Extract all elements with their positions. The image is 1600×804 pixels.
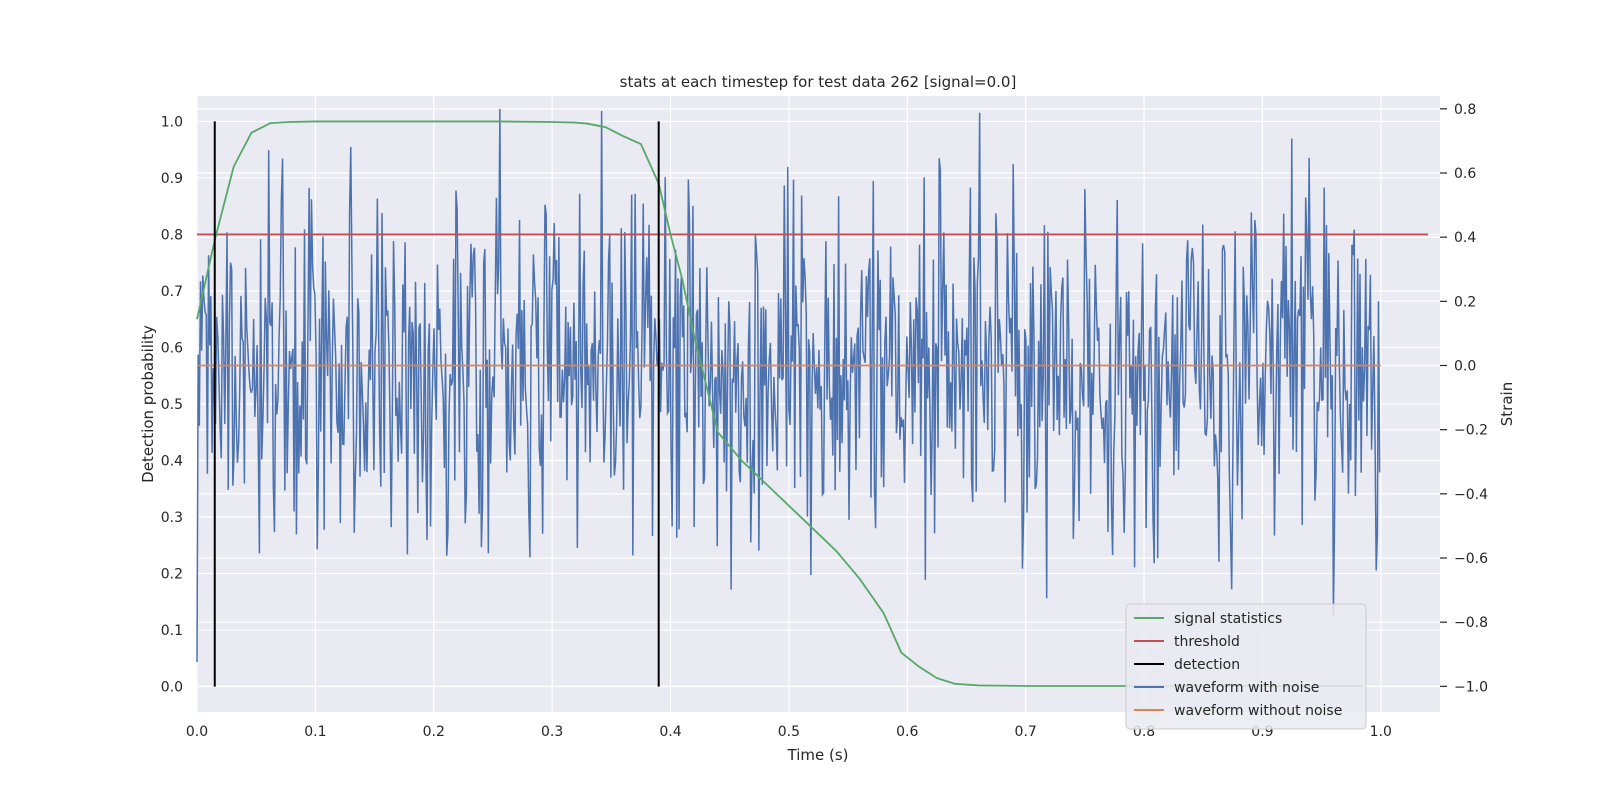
y-right-tick-label: −0.6 — [1454, 551, 1488, 567]
x-tick-label: 0.1 — [304, 724, 326, 740]
x-tick-label: 1.0 — [1370, 724, 1392, 740]
legend-label: threshold — [1174, 634, 1240, 650]
legend-box — [1125, 603, 1367, 730]
y-right-tick-label: −1.0 — [1454, 679, 1488, 695]
y-left-tick-label: 0.0 — [161, 680, 183, 696]
y-right-tick-label: 0.6 — [1454, 166, 1476, 182]
y-left-tick-label: 1.0 — [161, 114, 183, 130]
legend-label: signal statistics — [1174, 611, 1282, 627]
y-left-tick-label: 0.1 — [161, 623, 183, 639]
y-left-tick-label: 0.8 — [161, 227, 183, 243]
y-left-tick-label: 0.5 — [161, 397, 183, 413]
tick-layer: 0.0 0.1 0.2 0.3 0.4 0.5 0.6 0.7 0.8 0.9 1.0 0.0 0.1 0… — [161, 102, 1488, 740]
y-left-tick-label: 0.7 — [161, 284, 183, 300]
y-right-tick-label: 0.0 — [1454, 359, 1476, 375]
x-tick-label: 0.0 — [186, 724, 208, 740]
series-line-waveform-with-noise — [196, 108, 1381, 663]
series-line-signal-statistics — [196, 120, 1364, 687]
legend-label: detection — [1174, 657, 1240, 673]
y-left-tick-label: 0.4 — [161, 454, 183, 470]
x-tick-label: 0.6 — [896, 724, 918, 740]
x-tick-label: 0.5 — [778, 724, 800, 740]
y-left-tick-label: 0.2 — [161, 567, 183, 583]
y-axis-label-right: Strain — [1498, 382, 1516, 426]
y-right-tick-label: −0.8 — [1454, 615, 1488, 631]
y-left-tick-label: 0.9 — [161, 171, 183, 187]
y-right-tick-label: −0.2 — [1454, 423, 1488, 439]
y-right-tick-label: 0.2 — [1454, 294, 1476, 310]
x-tick-label: 0.2 — [423, 724, 445, 740]
x-tick-label: 0.4 — [659, 724, 681, 740]
x-tick-label: 0.7 — [1015, 724, 1037, 740]
legend: signal statistics threshold detection wavef… — [1125, 603, 1367, 730]
y-axis-label-left: Detection probability — [139, 325, 157, 483]
legend-label: waveform without noise — [1174, 703, 1342, 719]
x-axis-label: Time (s) — [787, 746, 849, 764]
series-layer — [196, 108, 1429, 687]
legend-label: waveform with noise — [1174, 680, 1319, 696]
y-left-tick-label: 0.3 — [161, 510, 183, 526]
chart-title: stats at each timestep for test data 262… — [620, 73, 1017, 91]
y-right-tick-label: 0.8 — [1454, 102, 1476, 118]
y-right-tick-label: 0.4 — [1454, 230, 1476, 246]
y-left-tick-label: 0.6 — [161, 340, 183, 356]
y-right-tick-label: −0.4 — [1454, 487, 1488, 503]
x-tick-label: 0.3 — [541, 724, 563, 740]
